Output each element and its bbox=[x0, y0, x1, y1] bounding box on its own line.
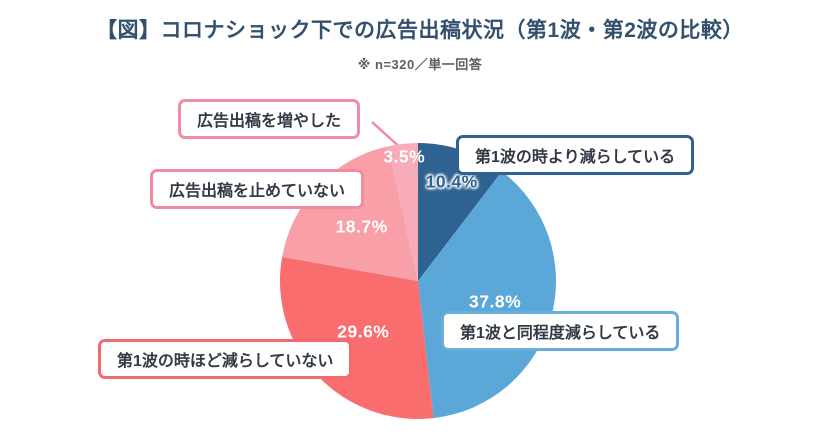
pie-slice-4 bbox=[387, 143, 418, 281]
callout-not-stopped: 広告出稿を止めていない bbox=[150, 169, 365, 209]
figure-title: 【図】コロナショック下での広告出稿状況（第1波・第2波の比較） bbox=[96, 19, 744, 42]
percent-label-4: 3.5% bbox=[383, 146, 426, 167]
callout-not-stopped-label: 広告出稿を止めていない bbox=[169, 183, 346, 200]
callout-increased-label: 広告出稿を増やした bbox=[197, 113, 342, 130]
percent-label-0: 10.4% bbox=[425, 171, 478, 192]
pie-slice-3 bbox=[282, 146, 418, 281]
percent-label-1: 37.8% bbox=[469, 291, 522, 312]
percent-label-2: 29.6% bbox=[337, 321, 390, 342]
callout-reduced-same-label: 第1波と同程度減らしている bbox=[460, 325, 661, 342]
callout-reduced-same: 第1波と同程度減らしている bbox=[441, 311, 680, 351]
pie-slice-2 bbox=[280, 256, 434, 420]
callout-reduced-less: 第1波の時ほど減らしていない bbox=[98, 339, 353, 379]
sample-note: ※ n=320／単一回答 bbox=[357, 57, 483, 72]
percent-label-3: 18.7% bbox=[335, 216, 388, 237]
callout-reduced-less-label: 第1波の時ほど減らしていない bbox=[117, 353, 334, 370]
pie-slice-0 bbox=[418, 143, 502, 281]
callout-increased: 広告出稿を増やした bbox=[178, 99, 361, 139]
callout-reduced-more-label: 第1波の時より減らしている bbox=[475, 149, 676, 166]
callout-reduced-more: 第1波の時より減らしている bbox=[456, 135, 695, 175]
pie-slice-1 bbox=[418, 171, 556, 419]
